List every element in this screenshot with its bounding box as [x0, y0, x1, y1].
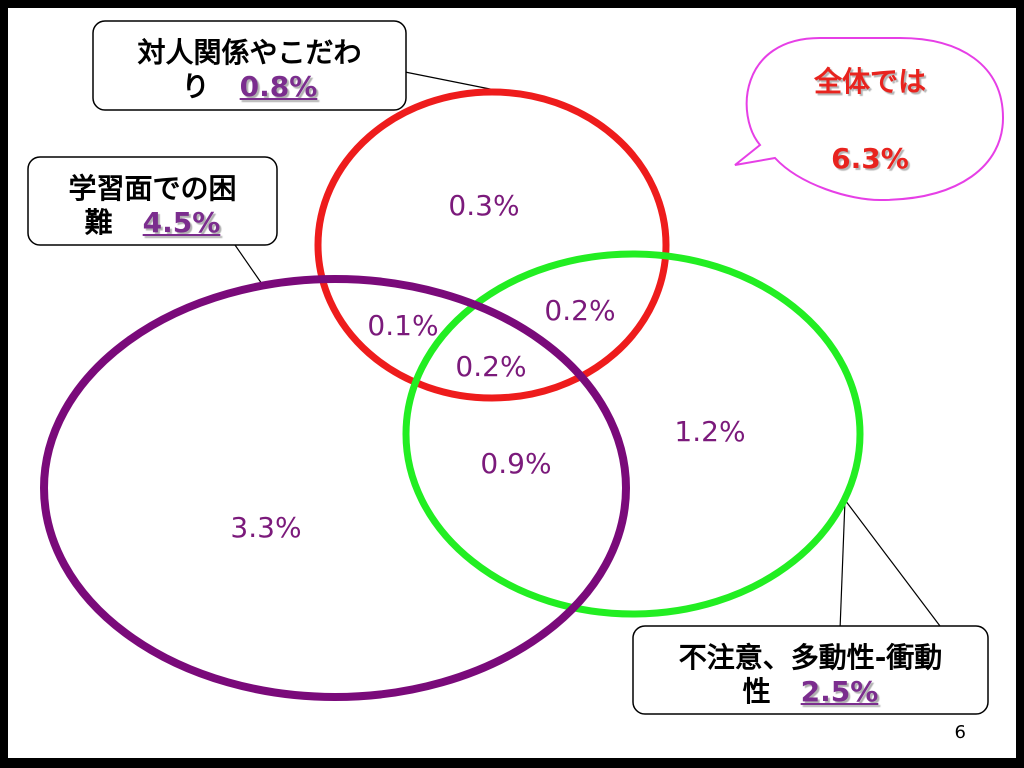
learning-callout: 学習面での困 難 4.5% — [28, 172, 277, 240]
total-title: 全体では — [813, 65, 926, 98]
page-number: 6 — [954, 722, 966, 743]
learning-connector-line — [234, 244, 263, 285]
adhd-circle — [402, 250, 864, 618]
adhd-callout-label2: 性 — [742, 675, 771, 708]
total-value: 6.3% — [831, 142, 909, 175]
learning-callout-line1: 学習面での困 — [68, 172, 237, 205]
adhd-callout: 不注意、多動性-衝動 性 2.5% — [633, 641, 988, 709]
region-learning-only: 3.3% — [230, 511, 301, 544]
social-circle — [314, 88, 670, 402]
learning-circle — [40, 275, 630, 701]
total-bubble — [734, 37, 1005, 202]
social-callout-line2: り 0.8% — [93, 70, 406, 104]
social-callout-value: 0.8% — [239, 70, 318, 103]
region-all-three: 0.2% — [455, 350, 526, 383]
adhd-connector-line-1 — [839, 499, 846, 631]
social-callout-line1: 対人関係やこだわ — [137, 36, 362, 69]
social-connector-line — [404, 71, 496, 91]
region-social-learning: 0.1% — [367, 309, 438, 342]
region-adhd-only: 1.2% — [674, 415, 745, 448]
social-callout-label2: り — [181, 70, 210, 103]
learning-callout-label2: 難 — [84, 206, 113, 239]
region-social-only: 0.3% — [448, 189, 519, 222]
region-learning-adhd: 0.9% — [480, 447, 551, 480]
social-callout: 対人関係やこだわ り 0.8% — [93, 36, 406, 104]
learning-callout-line2: 難 4.5% — [28, 206, 277, 240]
learning-callout-value: 4.5% — [142, 206, 221, 239]
region-social-adhd: 0.2% — [544, 294, 615, 327]
adhd-callout-line2: 性 2.5% — [633, 675, 988, 709]
adhd-callout-value: 2.5% — [800, 675, 879, 708]
adhd-callout-line1: 不注意、多動性-衝動 — [678, 641, 943, 674]
adhd-connector-line-2 — [844, 499, 944, 631]
